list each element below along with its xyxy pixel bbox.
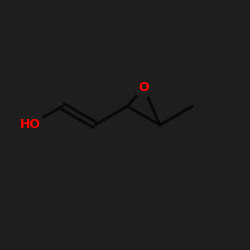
Text: O: O bbox=[138, 81, 149, 94]
Text: HO: HO bbox=[20, 118, 40, 132]
Circle shape bbox=[16, 111, 44, 139]
Circle shape bbox=[134, 78, 153, 97]
